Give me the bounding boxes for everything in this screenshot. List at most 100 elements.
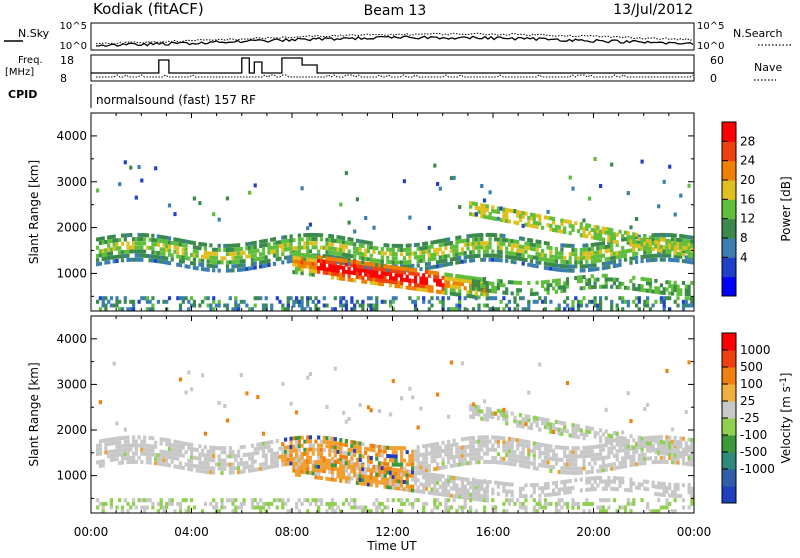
heatmap-cell (156, 242, 160, 247)
heatmap-cell (466, 477, 470, 482)
heatmap-cell (596, 225, 600, 230)
heatmap-cell (380, 271, 384, 276)
heatmap-cell (380, 251, 384, 256)
heatmap-cell (303, 245, 307, 250)
heatmap-cell (372, 273, 376, 278)
heatmap-cell (510, 291, 514, 296)
heatmap-cell (306, 237, 310, 242)
heatmap-cell (687, 235, 691, 240)
heatmap-cell (460, 278, 464, 283)
heatmap-cell (502, 436, 506, 441)
heatmap-cell (380, 453, 384, 458)
heatmap-cell (107, 247, 111, 252)
heatmap-cell (386, 454, 390, 458)
heatmap-cell (554, 427, 558, 432)
heatmap-cell (300, 469, 304, 474)
heatmap-cell (640, 284, 644, 289)
colorbar-tick-label: 25 (740, 394, 755, 408)
heatmap-cell (115, 242, 119, 247)
heatmap-cell (477, 486, 481, 491)
heatmap-cell (593, 267, 597, 272)
heatmap-cell (565, 490, 570, 495)
heatmap-cell (621, 281, 625, 286)
heatmap-cell (245, 266, 249, 271)
heatmap-cell (552, 481, 556, 486)
heatmap-cell (358, 403, 362, 407)
heatmap-cell (460, 509, 464, 514)
heatmap-cell (256, 256, 260, 261)
heatmap-cell (98, 501, 102, 506)
heatmap-cell (98, 463, 102, 468)
heatmap-cell (659, 435, 663, 440)
heatmap-cell (543, 307, 547, 312)
heatmap-cell (662, 249, 666, 254)
heatmap-cell (253, 498, 257, 503)
heatmap-cell (369, 280, 373, 285)
heatmap-cell (173, 448, 177, 452)
heatmap-cell (419, 280, 423, 285)
heatmap-cell (469, 290, 473, 295)
heatmap-cell (98, 253, 102, 258)
heatmap-cell (505, 489, 509, 494)
heatmap-cell (590, 235, 594, 240)
heatmap-cell (444, 464, 448, 469)
heatmap-cell (143, 439, 147, 444)
heatmap-cell (413, 307, 418, 312)
heatmap-cell (565, 260, 570, 265)
heatmap-cell (132, 435, 136, 440)
heatmap-cell (460, 505, 464, 510)
y-tick-label: 3000 (56, 377, 87, 391)
heatmap-cell (234, 498, 238, 503)
heatmap-cell (535, 280, 539, 285)
heatmap-cell (532, 291, 536, 296)
heatmap-cell (535, 419, 539, 424)
heatmap-cell (286, 453, 290, 458)
heatmap-cell (463, 461, 467, 466)
heatmap-cell (612, 476, 616, 481)
heatmap-cell (350, 299, 354, 304)
heatmap-cell (541, 463, 545, 468)
heatmap-cell (635, 255, 639, 260)
heatmap-cell (568, 268, 572, 273)
heatmap-cell (502, 489, 506, 494)
heatmap-cell (480, 455, 484, 460)
heatmap-cell (596, 277, 600, 282)
heatmap-cell (588, 251, 592, 256)
heatmap-cell (253, 240, 257, 245)
heatmap-cell (261, 431, 266, 436)
heatmap-cell (430, 459, 434, 464)
heatmap-cell (416, 425, 420, 430)
heatmap-cell (107, 260, 111, 265)
heatmap-cell (563, 281, 567, 286)
heatmap-cell (438, 501, 442, 506)
heatmap-cell (554, 461, 558, 466)
heatmap-cell (673, 299, 677, 304)
heatmap-cell (576, 275, 581, 280)
heatmap-cell (505, 440, 509, 445)
heatmap-cell (419, 482, 423, 487)
heatmap-cell (670, 427, 675, 432)
heatmap-cell (505, 493, 509, 497)
heatmap-cell (571, 470, 575, 475)
heatmap-cell (455, 248, 459, 253)
heatmap-cell (433, 446, 437, 451)
heatmap-cell (220, 458, 224, 463)
heatmap-cell (588, 281, 592, 286)
heatmap-cell (681, 252, 686, 257)
heatmap-cell (604, 498, 608, 503)
heatmap-cell (436, 480, 440, 485)
heatmap-cell (615, 285, 619, 290)
heatmap-cell (499, 246, 503, 250)
heatmap-cell (529, 461, 534, 466)
heatmap-cell (151, 303, 155, 308)
heatmap-cell (612, 431, 616, 435)
heatmap-cell (333, 509, 337, 514)
heatmap-cell (659, 299, 663, 304)
heatmap-cell (447, 443, 451, 448)
heatmap-cell (643, 444, 647, 449)
heatmap-cell (554, 445, 558, 450)
heatmap-cell (167, 203, 172, 208)
heatmap-cell (502, 417, 506, 422)
heatmap-cell (187, 370, 191, 375)
heatmap-cell (206, 255, 210, 260)
